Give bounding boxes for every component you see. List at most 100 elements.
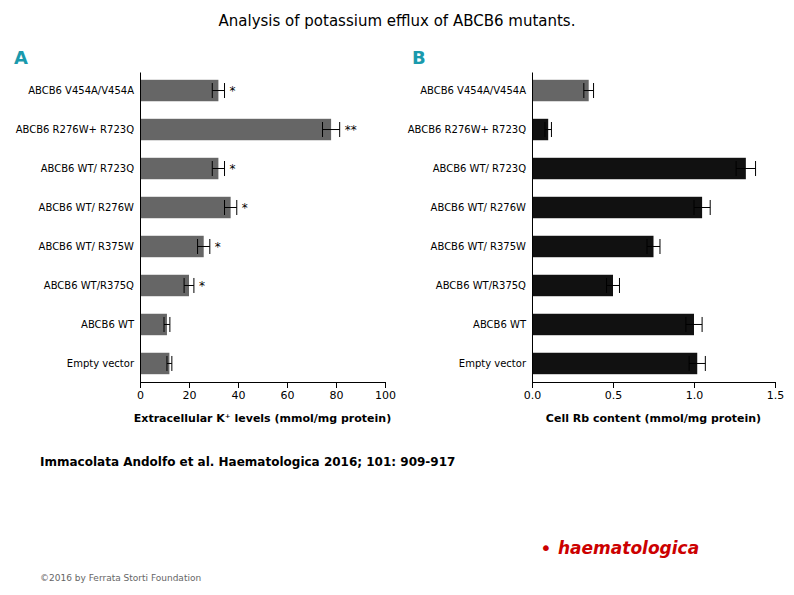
- y-tick-label: ABCB6 WT/ R723Q: [433, 163, 526, 174]
- copyright: ©2016 by Ferrata Storti Foundation: [40, 573, 201, 583]
- error-bar-cap: [236, 200, 237, 215]
- error-bar-line: [545, 129, 551, 130]
- x-tick-label: 0.5: [605, 389, 623, 402]
- error-bar: [323, 122, 340, 137]
- error-bar-cap: [551, 122, 552, 137]
- x-tick: 40: [232, 382, 246, 402]
- error-bar-cap: [659, 239, 660, 254]
- error-bar-cap: [705, 356, 706, 371]
- x-tick: 0.0: [524, 382, 542, 402]
- error-bar-cap: [689, 356, 690, 371]
- y-tick-label: ABCB6 V454A/V454A: [420, 85, 526, 96]
- x-axis: 0.00.51.01.5: [524, 382, 785, 402]
- x-tick: 20: [183, 382, 197, 402]
- error-bar: [686, 317, 702, 332]
- error-bar-line: [225, 207, 237, 208]
- y-tick-label: Empty vector: [67, 358, 135, 369]
- error-bar-line: [212, 168, 224, 169]
- error-bar: [225, 200, 237, 215]
- y-tick: ABCB6 WT/ R723Q: [433, 163, 532, 174]
- y-tick: ABCB6 V454A/V454A: [420, 85, 532, 96]
- error-bar-cap: [212, 83, 213, 98]
- bar: [532, 236, 654, 257]
- error-bar-cap: [164, 317, 165, 332]
- y-tick-label: ABCB6 WT/ R723Q: [41, 163, 134, 174]
- y-tick-label: ABCB6 R276W+ R723Q: [16, 124, 134, 135]
- bar: [532, 353, 697, 374]
- error-bar-cap: [322, 122, 323, 137]
- x-tick-mark: [238, 382, 239, 388]
- bar: [532, 197, 702, 218]
- y-tick: ABCB6 WT/ R276W: [431, 202, 532, 213]
- y-axis-line: [140, 73, 141, 383]
- y-tick: Empty vector: [67, 358, 140, 369]
- y-tick: ABCB6 V454A/V454A: [28, 85, 140, 96]
- error-bar-cap: [710, 200, 711, 215]
- x-tick-label: 100: [375, 389, 396, 402]
- x-tick-mark: [775, 382, 776, 388]
- y-tick: ABCB6 WT/ R375W: [39, 241, 140, 252]
- panel-label: A: [14, 47, 28, 68]
- marks: [532, 80, 756, 374]
- error-bar-cap: [212, 161, 213, 176]
- chart: Analysis of potassium efflux of ABCB6 mu…: [0, 0, 794, 595]
- error-bar-line: [323, 129, 340, 130]
- y-axis: ABCB6 V454A/V454A ABCB6 R276W+ R723Q ABCB6…: [16, 73, 141, 383]
- x-tick-mark: [613, 382, 614, 388]
- bar: [532, 80, 589, 101]
- error-bar-cap: [755, 161, 756, 176]
- error-bar: [167, 356, 172, 371]
- bar: [140, 353, 169, 374]
- x-tick-mark: [694, 382, 695, 388]
- y-tick: ABCB6 R276W+ R723Q: [16, 124, 140, 135]
- error-bar-cap: [171, 356, 172, 371]
- error-bar-cap: [339, 122, 340, 137]
- y-tick: ABCB6 WT: [81, 319, 140, 330]
- panel: *******020406080100ABCB6 V454A/V454AABCB…: [14, 47, 396, 425]
- error-bar-cap: [736, 161, 737, 176]
- error-bar-line: [184, 285, 194, 286]
- x-tick-label: 1.5: [767, 389, 785, 402]
- logo-bullet: •: [540, 536, 552, 560]
- error-bar-line: [198, 246, 210, 247]
- y-axis-line: [532, 73, 533, 383]
- error-bar-cap: [169, 317, 170, 332]
- error-bar: [584, 83, 594, 98]
- citation: Immacolata Andolfo et al. Haematologica …: [40, 455, 455, 469]
- panel-label: B: [412, 47, 426, 68]
- title: Analysis of potassium efflux of ABCB6 mu…: [219, 12, 576, 30]
- error-bar-cap: [593, 83, 594, 98]
- error-bar-cap: [193, 278, 194, 293]
- error-bar-cap: [685, 317, 686, 332]
- error-bar-line: [686, 324, 702, 325]
- x-tick: 0: [137, 382, 144, 402]
- error-bar: [198, 239, 210, 254]
- error-bar-line: [694, 207, 710, 208]
- significance-label: *: [215, 240, 221, 254]
- panel: 0.00.51.01.5ABCB6 V454A/V454AABCB6 R276W…: [408, 47, 785, 425]
- error-bar-line: [584, 90, 594, 91]
- error-bar-cap: [619, 278, 620, 293]
- x-tick-label: 40: [232, 389, 246, 402]
- x-tick: 0.5: [605, 382, 623, 402]
- x-tick: 80: [330, 382, 344, 402]
- x-axis: 0 20 40 60 80 100: [137, 382, 396, 402]
- error-bar-line: [736, 168, 755, 169]
- y-tick: ABCB6 WT/ R375W: [431, 241, 532, 252]
- error-bar-line: [647, 246, 660, 247]
- y-tick-label: ABCB6 WT/R375Q: [44, 280, 134, 291]
- y-tick-label: ABCB6 WT/ R276W: [39, 202, 134, 213]
- x-tick: 60: [281, 382, 295, 402]
- significance-label: *: [199, 279, 205, 293]
- y-tick-label: ABCB6 WT/R375Q: [436, 280, 526, 291]
- error-bar: [164, 317, 170, 332]
- x-tick-mark: [532, 382, 533, 388]
- error-bar: [545, 122, 551, 137]
- y-tick-label: ABCB6 WT: [473, 319, 527, 330]
- x-axis-line: [141, 383, 386, 389]
- y-tick-label: ABCB6 V454A/V454A: [28, 85, 134, 96]
- error-bar-cap: [224, 83, 225, 98]
- error-bar-line: [164, 324, 170, 325]
- error-bar-cap: [166, 356, 167, 371]
- error-bar-cap: [184, 278, 185, 293]
